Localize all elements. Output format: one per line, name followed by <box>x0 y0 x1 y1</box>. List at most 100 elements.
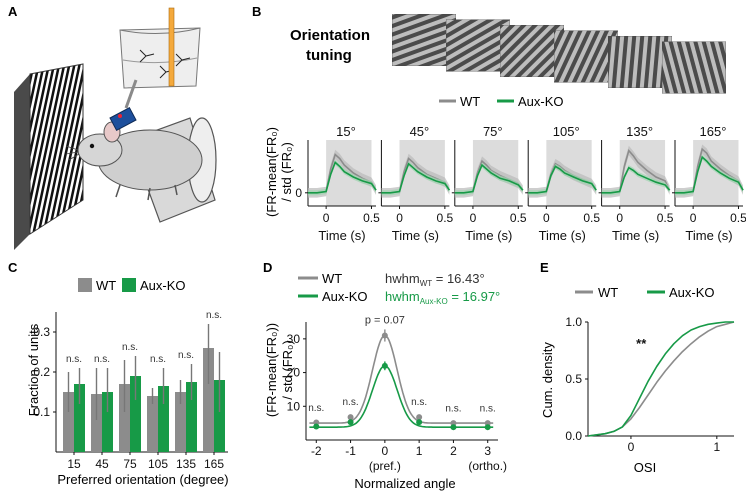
d-ko-point <box>416 419 423 426</box>
legend-d-wt-label: WT <box>322 271 342 286</box>
grating-stripe <box>392 32 456 66</box>
legend-c: WT Aux-KO <box>78 278 186 293</box>
c-bar-wt <box>175 392 186 452</box>
d-ytick-label: 20 <box>287 366 301 380</box>
b-xtick-label: 0 <box>543 211 550 225</box>
grating-stripe <box>554 30 585 83</box>
electrode-brain-slice-icon <box>119 7 201 89</box>
c-ns-label: n.s. <box>178 350 194 361</box>
grating-stripe <box>446 19 510 64</box>
d-xtick-label: -1 <box>345 444 356 458</box>
panel-e-ylabel: Cum. density <box>540 342 555 418</box>
d-wt-fit-line <box>309 334 494 424</box>
grating-stripe <box>500 25 564 77</box>
grating-stripe <box>505 25 564 77</box>
e-ko-cdf-line <box>587 321 734 437</box>
grating-stripe <box>500 25 564 77</box>
legend-d-ko-label: Aux-KO <box>322 289 368 304</box>
b-subplot-2: 75° 0 0.5 Time (s) <box>451 124 527 243</box>
d-ns-label: n.s. <box>445 403 461 414</box>
d-xtick-sublabel: (pref.) <box>369 459 401 473</box>
d-wt-point <box>347 414 354 421</box>
b-xtick-label: 0 <box>323 211 330 225</box>
c-ns-label: n.s. <box>150 354 166 365</box>
grating-stripe <box>566 30 618 83</box>
legend-e-ko-label: Aux-KO <box>669 285 715 300</box>
grating-stripe <box>731 0 746 111</box>
e-ytick-label: 0.0 <box>565 429 582 443</box>
b-xlabel: Time (s) <box>465 228 512 243</box>
b-xlabel: Time (s) <box>392 228 439 243</box>
grating-stripe <box>392 14 456 48</box>
d-xtick-label: 2 <box>450 444 457 458</box>
grating-3 <box>554 30 618 83</box>
b-subplot-0: 15° 0 0 0.5 Time (s) <box>295 124 380 243</box>
b-xlabel: Time (s) <box>539 228 586 243</box>
b-xtick-label: 0.5 <box>510 211 527 225</box>
c-ns-label: n.s. <box>66 354 82 365</box>
panel-b-ylabel-line1: (FR-mean(FR₀) <box>264 127 279 217</box>
legend-c-wt-label: WT <box>96 278 116 293</box>
grating-stripe <box>640 36 656 88</box>
grating-stripe <box>554 30 592 83</box>
grating-stripe <box>500 25 564 77</box>
panel-c: C WT Aux-KO 0.1 0.2 0.3 15 n.s. 45 n.s. 75 n.s. 1… <box>8 260 229 487</box>
d-ko-point <box>450 424 457 431</box>
panel-d-label: D <box>263 260 272 275</box>
c-ytick-label: 0.1 <box>33 405 50 419</box>
c-ns-label: n.s. <box>122 342 138 353</box>
panel-b-title-line2: tuning <box>306 47 352 64</box>
b-xtick-label: 0 <box>616 211 623 225</box>
c-xtick-label: 165 <box>204 457 224 471</box>
c-bar-wt <box>203 348 214 452</box>
d-ns-label: n.s. <box>411 397 427 408</box>
b-xtick-label: 0.5 <box>363 211 380 225</box>
grating-stripe <box>662 41 681 94</box>
b-xtick-label: 0 <box>690 211 697 225</box>
b-xtick-label: 0 <box>396 211 403 225</box>
c-ns-label: n.s. <box>206 310 222 321</box>
b-wt-error-band <box>528 159 597 198</box>
b-subplot-title: 75° <box>483 124 503 139</box>
legend-b-wt-label: WT <box>460 94 480 109</box>
grating-stripe <box>348 0 462 10</box>
d-ytick-label: 30 <box>287 332 301 346</box>
d-xtick-label: 0 <box>382 444 389 458</box>
grating-stripe <box>392 40 456 66</box>
panel-e-label: E <box>540 260 549 275</box>
hwhm-wt-text: hwhmWT = 16.43° <box>385 271 485 288</box>
grating-stripe <box>624 36 640 88</box>
panel-d-ylabel-line1: (FR-mean(FR₀)) <box>264 323 279 417</box>
grating-stripe <box>446 19 510 71</box>
b-ko-line <box>381 162 451 194</box>
c-xtick-label: 105 <box>148 457 168 471</box>
d-ytick-label: 10 <box>287 399 301 413</box>
b-subplot-1: 45° 0 0.5 Time (s) <box>378 124 454 243</box>
b-xtick-label: 0.5 <box>437 211 454 225</box>
b-subplot-title: 45° <box>410 124 430 139</box>
legend-e-wt-label: WT <box>598 285 618 300</box>
panel-d-plot: 10 20 30 -2 -1 0 1 2 3 (pref.) (ortho.) n.s. n.s. p =… <box>287 314 507 473</box>
grating-stripe <box>616 36 632 88</box>
b-ko-error-band <box>308 159 376 196</box>
grating-stripe <box>446 19 510 57</box>
c-bar-ko <box>214 380 225 452</box>
hwhm-ko-text: hwhmAux-KO = 16.97° <box>385 289 500 306</box>
grating-screen-icon <box>14 63 84 250</box>
panel-d-ylabel-line2: / std (FR₀) <box>280 340 295 400</box>
grating-stripe <box>446 34 510 72</box>
panel-b-ylabel-line2: / std (FR₀) <box>279 142 294 202</box>
grating-stimuli <box>348 0 746 115</box>
b-ko-error-band <box>381 161 450 196</box>
panel-a: A <box>8 4 217 250</box>
d-xtick-sublabel: (ortho.) <box>468 459 507 473</box>
e-signif-label: ** <box>636 336 647 351</box>
grating-stripe <box>386 70 500 115</box>
grating-stripe <box>662 41 697 94</box>
panel-e-xlabel: OSI <box>634 460 656 475</box>
grating-stripe <box>500 25 559 77</box>
b-subplot-4: 135° 0 0.5 Time (s) <box>598 124 674 243</box>
grating-5 <box>662 0 746 111</box>
grating-stripe <box>446 27 510 72</box>
